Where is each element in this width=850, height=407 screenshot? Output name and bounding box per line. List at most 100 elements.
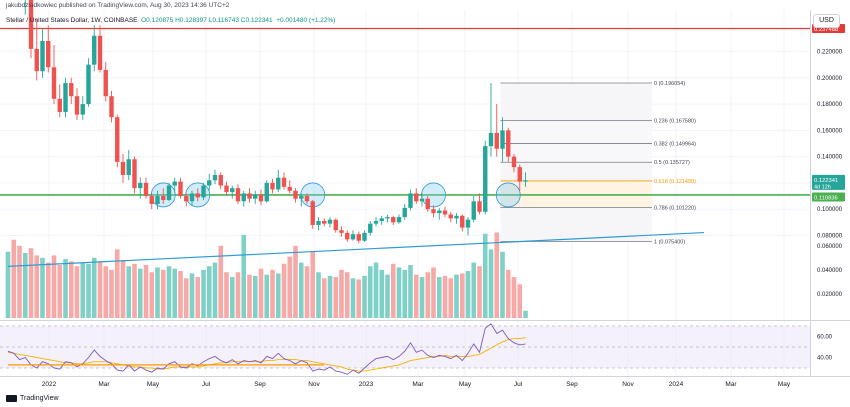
candle-body	[391, 217, 396, 223]
candle-body	[172, 181, 177, 186]
volume-bar	[350, 278, 356, 318]
volume-bar	[298, 262, 304, 318]
volume-bar	[367, 266, 373, 318]
volume-bar	[166, 266, 172, 318]
volume-bar	[143, 265, 149, 318]
volume-bar	[126, 266, 132, 318]
volume-bar	[172, 268, 178, 318]
candle-body	[460, 215, 465, 228]
volume-bar	[316, 272, 321, 318]
candle-body	[218, 175, 223, 186]
support-price-label: 0.110836	[814, 195, 838, 201]
volume-bar	[45, 262, 51, 318]
candle-body	[161, 196, 166, 200]
x-tick-label: Jul	[202, 381, 211, 388]
candle-body	[454, 215, 459, 219]
candle-body	[299, 196, 304, 199]
rsi-line	[7, 323, 526, 375]
candle-body	[63, 83, 68, 112]
candle-body	[51, 67, 57, 99]
candle-body	[437, 210, 442, 214]
volume-bar	[494, 232, 500, 318]
x-tick-label: Sep	[566, 381, 578, 388]
candle-body	[80, 104, 85, 115]
volume-bar	[373, 262, 379, 318]
volume-bar	[500, 251, 505, 318]
candle-body	[316, 221, 321, 225]
candle-body	[442, 210, 448, 215]
candle-body	[465, 219, 471, 228]
volume-bar	[442, 275, 448, 318]
fibonacci-retracement: 0 (0.196054) 0.236 (0.167580) 0.382 (0.149…	[500, 81, 696, 246]
candle-body	[339, 230, 344, 233]
volume-bar	[275, 273, 281, 318]
candle-body	[333, 219, 338, 231]
candle-body	[523, 180, 528, 182]
volume-bar	[408, 265, 413, 318]
volume-bar	[258, 268, 264, 318]
fib-zone-band	[500, 162, 652, 181]
candle-body	[517, 167, 522, 182]
candle-body	[373, 221, 379, 224]
fib-level-label: 0.618 (0.121490)	[654, 179, 696, 185]
candle-body	[92, 35, 97, 65]
volume-bar	[120, 260, 126, 318]
candle-body	[241, 193, 246, 202]
candle-body	[350, 234, 356, 240]
volume-bar	[195, 277, 201, 318]
candle-body	[34, 48, 39, 72]
candle-body	[195, 193, 200, 198]
volume-bar	[40, 257, 45, 318]
fib-level-label: 0.382 (0.149964)	[654, 142, 696, 148]
volume-bar	[80, 262, 86, 318]
volume-bar	[34, 255, 40, 318]
volume-bar	[396, 267, 402, 318]
volume-bar	[390, 263, 396, 318]
volume-bar	[454, 274, 459, 318]
fib-level-label: 0.5 (0.135727)	[654, 160, 690, 166]
x-tick-label: 2023	[359, 381, 374, 388]
x-tick-label: Sep	[254, 381, 266, 388]
volume-bar	[402, 269, 408, 318]
rsi-tick-label: 60.00	[817, 335, 833, 341]
candle-body	[448, 214, 453, 219]
volume-bar	[109, 269, 114, 318]
candle-body	[379, 218, 384, 222]
volume-tick-label: 0.040000	[817, 268, 843, 274]
x-tick-label: Mar	[725, 381, 737, 388]
volume-bar	[97, 261, 103, 318]
volume-bar	[362, 275, 367, 318]
ohlc-values: O0.120875 H0.128397 L0.116743 C0.122341	[141, 17, 273, 24]
rsi-pane	[0, 323, 810, 375]
volume-bar	[436, 277, 442, 318]
x-tick-label: May	[459, 381, 472, 388]
volume-bar	[523, 310, 528, 318]
candle-body	[322, 221, 327, 224]
candle-body	[132, 159, 137, 189]
candle-body	[500, 130, 505, 149]
candle-body	[184, 196, 189, 202]
volume-bar	[137, 268, 143, 318]
candle-body	[327, 219, 333, 224]
currency-button[interactable]: USD	[813, 14, 840, 28]
volume-bar	[74, 266, 80, 318]
candle-body	[483, 146, 488, 212]
horizontal-levels	[0, 27, 810, 267]
volume-bar	[465, 271, 471, 318]
volume-bar	[132, 263, 137, 318]
candle-body	[511, 156, 517, 168]
x-tick-label: May	[778, 381, 791, 388]
volume-bar	[218, 245, 224, 318]
candle-body	[97, 35, 103, 70]
candle-body	[178, 181, 183, 197]
candle-body	[143, 182, 149, 197]
candle-body	[293, 190, 298, 199]
fib-zone-band	[500, 82, 652, 121]
x-tick-label: Mar	[412, 381, 424, 388]
volume-bar	[86, 263, 91, 318]
volume-bar	[511, 277, 517, 318]
volume-bar	[385, 274, 390, 318]
volume-bar	[304, 266, 310, 318]
volume-bar	[482, 233, 488, 318]
